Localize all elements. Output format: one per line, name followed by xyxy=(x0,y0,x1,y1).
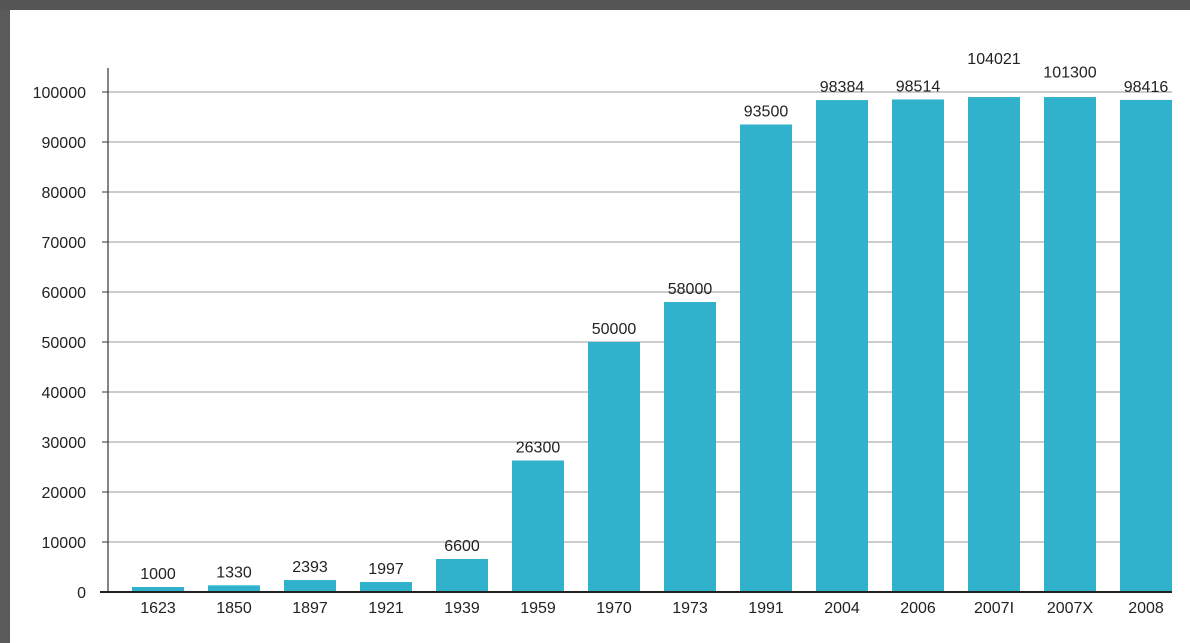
x-tick-label: 1850 xyxy=(216,600,252,617)
bar xyxy=(968,97,1020,593)
y-tick-label: 80000 xyxy=(42,185,87,202)
x-tick-label: 1973 xyxy=(672,600,708,617)
bar xyxy=(512,460,564,592)
value-label: 1000 xyxy=(140,566,176,583)
value-label: 98416 xyxy=(1124,79,1169,96)
bar xyxy=(664,302,716,592)
value-label: 93500 xyxy=(744,104,789,121)
top-strip xyxy=(0,0,1190,10)
x-tick-label: 2007X xyxy=(1047,600,1094,617)
value-label: 2393 xyxy=(292,559,328,576)
value-label: 6600 xyxy=(444,538,480,555)
value-label: 58000 xyxy=(668,281,713,298)
bar xyxy=(740,124,792,592)
x-tick-label: 1623 xyxy=(140,600,176,617)
x-tick-label: 1939 xyxy=(444,600,480,617)
y-tick-label: 20000 xyxy=(42,485,87,502)
value-label: 50000 xyxy=(592,321,637,338)
y-tick-label: 40000 xyxy=(42,385,87,402)
x-tick-label: 2007I xyxy=(974,600,1014,617)
bar xyxy=(588,342,640,592)
bar xyxy=(1120,99,1172,593)
bar xyxy=(436,559,488,592)
x-tick-label: 1970 xyxy=(596,600,632,617)
x-tick-label: 1921 xyxy=(368,600,404,617)
bar xyxy=(892,99,944,593)
value-label: 1330 xyxy=(216,564,252,581)
y-tick-label: 100000 xyxy=(33,85,86,102)
y-tick-label: 70000 xyxy=(42,235,87,252)
x-tick-label: 2006 xyxy=(900,600,936,617)
bar xyxy=(360,582,412,592)
y-tick-label: 30000 xyxy=(42,435,87,452)
value-label: 1997 xyxy=(368,561,404,578)
value-label: 98514 xyxy=(896,78,941,95)
y-tick-label: 60000 xyxy=(42,285,87,302)
y-tick-label: 90000 xyxy=(42,135,87,152)
x-tick-label: 2008 xyxy=(1128,600,1164,617)
bar xyxy=(284,580,336,592)
y-tick-label: 0 xyxy=(77,585,86,602)
y-tick-label: 10000 xyxy=(42,535,87,552)
x-tick-label: 1959 xyxy=(520,600,556,617)
value-label: 26300 xyxy=(516,440,561,457)
bar xyxy=(132,587,184,592)
x-tick-label: 1991 xyxy=(748,600,784,617)
value-label: 104021 xyxy=(967,51,1020,68)
y-tick-label: 50000 xyxy=(42,335,87,352)
x-tick-label: 1897 xyxy=(292,600,328,617)
x-tick-label: 2004 xyxy=(824,600,860,617)
value-label: 98384 xyxy=(820,79,865,96)
bar xyxy=(816,100,868,592)
value-label: 101300 xyxy=(1043,65,1096,82)
bar xyxy=(208,585,260,592)
bar xyxy=(1044,97,1096,593)
